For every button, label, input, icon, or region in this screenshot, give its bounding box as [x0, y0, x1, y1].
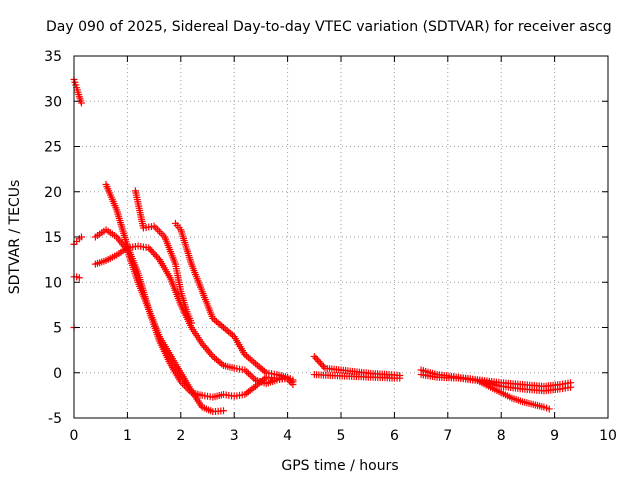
- data-point: [312, 354, 320, 362]
- x-tick-label: 10: [599, 428, 617, 444]
- y-tick-label: 5: [53, 321, 62, 337]
- x-tick-label: 3: [230, 428, 239, 444]
- data-point: [145, 244, 153, 252]
- y-tick-label: 30: [44, 94, 62, 110]
- ticks: [73, 55, 609, 419]
- y-tick-label: 20: [44, 185, 62, 201]
- data-point: [319, 363, 327, 371]
- x-tick-label: 2: [176, 428, 185, 444]
- series-trace-9: [171, 219, 297, 384]
- data-marks: [70, 76, 575, 416]
- data-point: [152, 252, 160, 260]
- y-tick-label: -5: [48, 411, 62, 427]
- chart-title: Day 090 of 2025, Sidereal Day-to-day VTE…: [46, 19, 612, 35]
- y-axis-label: SDTVAR / TECUs: [7, 180, 23, 295]
- data-point: [146, 246, 154, 254]
- x-axis-label: GPS time / hours: [281, 458, 398, 474]
- x-tick-label: 8: [497, 428, 506, 444]
- y-tick-label: 0: [53, 366, 62, 382]
- data-point: [396, 374, 404, 382]
- x-tick-label: 0: [70, 428, 79, 444]
- data-point: [567, 383, 575, 391]
- data-point: [545, 405, 553, 413]
- data-point: [151, 251, 159, 259]
- data-point: [77, 99, 85, 107]
- x-tick-label: 9: [550, 428, 559, 444]
- x-tick-label: 4: [283, 428, 292, 444]
- x-tick-label: 6: [390, 428, 399, 444]
- data-point: [75, 274, 83, 282]
- x-tick-label: 7: [443, 428, 452, 444]
- y-tick-labels: -5 0 5 10 15 20 25 30 35: [44, 49, 62, 427]
- data-point: [154, 254, 162, 262]
- data-point: [289, 376, 297, 384]
- data-point: [187, 319, 195, 327]
- series-trace-7: [102, 181, 297, 401]
- data-point: [310, 352, 318, 360]
- series-trace-1: [70, 76, 85, 107]
- series-trace-8: [131, 187, 195, 327]
- y-tick-label: 25: [44, 140, 62, 156]
- y-tick-label: 15: [44, 230, 62, 246]
- y-tick-label: 10: [44, 275, 62, 291]
- series-trace-11: [310, 371, 404, 382]
- x-tick-label: 1: [123, 428, 132, 444]
- data-point: [318, 361, 326, 369]
- series-trace-14: [476, 378, 553, 413]
- data-point: [315, 358, 323, 366]
- data-point: [220, 407, 228, 415]
- x-tick-label: 5: [337, 428, 346, 444]
- data-point: [148, 247, 156, 255]
- data-point: [316, 359, 324, 367]
- data-point: [313, 356, 321, 364]
- x-tick-labels: 0 1 2 3 4 5 6 7 8 9 10: [70, 428, 617, 444]
- data-point: [149, 249, 157, 257]
- y-tick-label: 35: [44, 49, 62, 65]
